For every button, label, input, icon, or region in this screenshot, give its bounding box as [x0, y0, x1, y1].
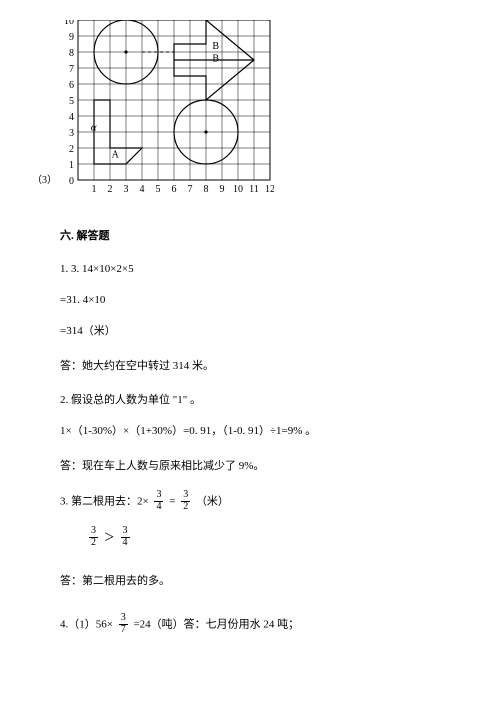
- svg-text:2: 2: [69, 144, 74, 155]
- cmp-op: ＞: [104, 532, 118, 544]
- p3-post: （米）: [196, 496, 229, 508]
- svg-text:9: 9: [69, 32, 74, 43]
- svg-text:8: 8: [69, 48, 74, 59]
- svg-text:6: 6: [69, 80, 74, 91]
- p2-line1: 2. 假设总的人数为单位 "1" 。: [60, 390, 450, 411]
- p3-eq: =: [169, 496, 178, 508]
- p1-line1: 1. 3. 14×10×2×5: [60, 259, 450, 280]
- svg-text:8: 8: [204, 184, 209, 195]
- svg-text:3: 3: [69, 128, 74, 139]
- svg-text:4: 4: [69, 112, 74, 123]
- svg-text:A: A: [112, 150, 120, 161]
- svg-text:11: 11: [249, 184, 259, 195]
- cmp-fraction-3-4: 3 4: [121, 526, 130, 548]
- coordinate-grid-svg: 012345678910123456789101112AαBB: [60, 20, 274, 202]
- svg-text:1: 1: [69, 160, 74, 171]
- question-3-label: （3）: [32, 171, 57, 190]
- svg-text:B: B: [212, 41, 219, 52]
- svg-text:5: 5: [69, 96, 74, 107]
- grid-figure: （3） 012345678910123456789101112AαBB: [60, 20, 450, 202]
- p4-line1: 4.（1）56× 3 7 =24（吨）答：七月份用水 24 吨；: [60, 614, 450, 636]
- svg-text:7: 7: [69, 64, 74, 75]
- svg-text:5: 5: [156, 184, 161, 195]
- svg-text:2: 2: [108, 184, 113, 195]
- section-6-title: 六. 解答题: [60, 226, 450, 247]
- svg-text:B: B: [212, 54, 219, 65]
- p4-pre: 4.（1）56×: [60, 619, 113, 631]
- fraction-3-4: 3 4: [154, 490, 163, 512]
- p1-line2: =31. 4×10: [60, 290, 450, 311]
- p2-line2: 1×（1-30%）×（1+30%）=0. 91，（1-0. 91）÷1=9% 。: [60, 421, 450, 442]
- svg-text:1: 1: [92, 184, 97, 195]
- svg-text:10: 10: [64, 20, 74, 27]
- svg-text:α: α: [91, 121, 97, 133]
- svg-text:4: 4: [140, 184, 145, 195]
- p4-post: =24（吨）答：七月份用水 24 吨；: [133, 619, 299, 631]
- svg-text:7: 7: [188, 184, 193, 195]
- fraction-3-2: 3 2: [181, 490, 190, 512]
- fraction-3-7: 3 7: [119, 613, 128, 635]
- svg-text:9: 9: [220, 184, 225, 195]
- p1-answer: 答：她大约在空中转过 314 米。: [60, 356, 450, 377]
- p3-compare: 3 2 ＞ 3 4: [86, 527, 450, 549]
- svg-text:6: 6: [172, 184, 177, 195]
- p3-line1: 3. 第二根用去：2× 3 4 = 3 2 （米）: [60, 491, 450, 513]
- cmp-fraction-3-2: 3 2: [89, 526, 98, 548]
- p2-answer: 答：现在车上人数与原来相比减少了 9%。: [60, 456, 450, 477]
- svg-text:10: 10: [233, 184, 243, 195]
- svg-text:12: 12: [265, 184, 274, 195]
- p1-line3: =314（米）: [60, 321, 450, 342]
- p3-pre: 3. 第二根用去：2×: [60, 496, 149, 508]
- svg-text:3: 3: [124, 184, 129, 195]
- p3-answer: 答：第二根用去的多。: [60, 571, 450, 592]
- svg-text:0: 0: [69, 176, 74, 187]
